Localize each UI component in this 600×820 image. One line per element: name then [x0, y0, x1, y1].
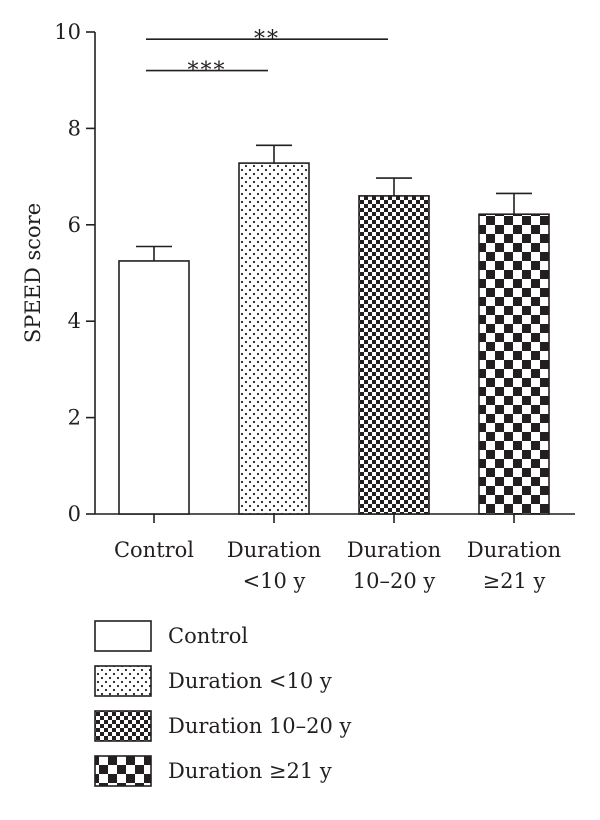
legend-item: Duration 10–20 y — [94, 710, 352, 742]
legend-label: Duration 10–20 y — [168, 714, 352, 738]
legend-item: Control — [94, 620, 248, 652]
legend-swatch — [94, 620, 152, 652]
bar — [238, 162, 310, 515]
x-tick-label-line: ≥21 y — [483, 569, 546, 593]
y-axis-title: SPEED score — [21, 203, 45, 343]
x-tick-label: Duration ≥21 y — [467, 538, 561, 593]
significance-label: *** — [188, 59, 227, 84]
bar — [478, 213, 550, 515]
y-tick-label: 6 — [68, 213, 81, 237]
x-tick-label: Duration <10 y — [227, 538, 321, 593]
y-tick-label: 2 — [68, 406, 81, 430]
x-tick-label-line: Duration — [467, 538, 561, 562]
x-tick-label-line: 10–20 y — [353, 569, 436, 593]
y-ticks: 0 2 4 6 8 10 — [54, 20, 95, 526]
y-tick-label: 0 — [68, 502, 81, 526]
x-tick-label-line: Duration — [347, 538, 441, 562]
x-tick-label: Control — [114, 538, 194, 562]
legend-swatch — [94, 710, 152, 742]
y-tick-label: 8 — [68, 116, 81, 140]
x-tick-label-line: Control — [114, 538, 194, 562]
legend-label: Control — [168, 624, 248, 648]
bars — [118, 144, 550, 515]
y-tick-label: 10 — [54, 20, 81, 44]
x-tick-label: Duration 10–20 y — [347, 538, 441, 593]
legend-item: Duration ≥21 y — [94, 755, 332, 787]
bar — [358, 195, 430, 515]
legend-swatch — [94, 665, 152, 697]
legend-swatch — [94, 755, 152, 787]
legend-label: Duration ≥21 y — [168, 759, 332, 783]
x-tick-label-line: <10 y — [243, 569, 306, 593]
x-tick-label-line: Duration — [227, 538, 321, 562]
y-axis: 0 2 4 6 8 10 SPEED score — [21, 20, 96, 526]
significance-label: ** — [254, 27, 280, 52]
legend-item: Duration <10 y — [94, 665, 332, 697]
significance-brackets: ***** — [146, 27, 388, 84]
legend: Control Duration <10 y Duration 10–20 y Dur… — [94, 620, 352, 787]
bar — [118, 260, 190, 515]
y-tick-label: 4 — [68, 309, 81, 333]
legend-label: Duration <10 y — [168, 669, 332, 693]
